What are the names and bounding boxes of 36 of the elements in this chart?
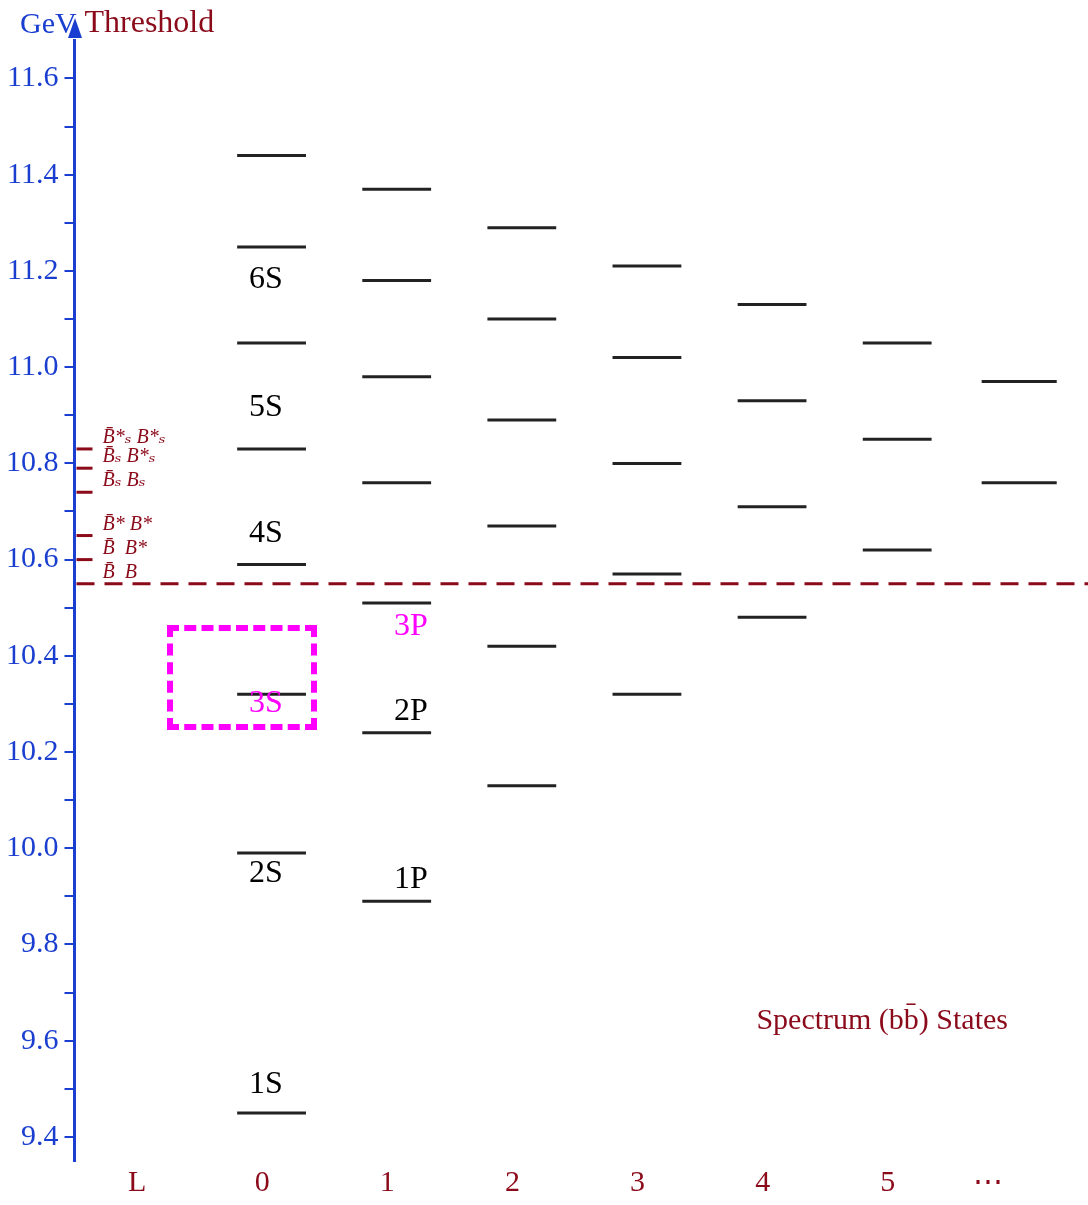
x-tick-label: 4 bbox=[755, 1163, 771, 1197]
annotation: 4S bbox=[249, 512, 283, 549]
y-tick-label: 11.2 bbox=[7, 251, 59, 285]
y-tick-label: 11.0 bbox=[7, 348, 59, 382]
x-tick-label: 0 bbox=[254, 1163, 270, 1197]
text: Threshold bbox=[84, 3, 215, 40]
x-tick-label: L bbox=[127, 1163, 147, 1197]
x-tick-label: 2 bbox=[504, 1163, 520, 1197]
annotation: 3P bbox=[394, 605, 428, 642]
y-tick-label: 9.4 bbox=[21, 1117, 59, 1151]
annotation: Spectrum (bb̄) States bbox=[756, 1001, 1008, 1036]
annotation: 6S bbox=[249, 259, 283, 296]
annotation: 2P bbox=[394, 690, 428, 727]
y-tick-label: 11.6 bbox=[7, 59, 59, 93]
x-tick-label: 5 bbox=[880, 1163, 896, 1197]
ref-line-label: B̄ B* bbox=[102, 535, 147, 558]
y-tick-label: 9.8 bbox=[21, 925, 59, 959]
x-tick-label: ⋯ bbox=[972, 1163, 1003, 1197]
x-tick-label: 1 bbox=[379, 1163, 395, 1197]
y-tick-label: 11.4 bbox=[7, 155, 59, 189]
annotation: 1P bbox=[394, 859, 428, 896]
annotation: 5S bbox=[249, 386, 283, 423]
x-tick-label: 3 bbox=[630, 1163, 646, 1197]
ref-line-label: B̄ B bbox=[102, 559, 137, 582]
y-tick-label: 10.2 bbox=[6, 732, 59, 766]
y-axis-title: GeV bbox=[20, 6, 77, 40]
y-tick-label: 10.6 bbox=[6, 540, 59, 574]
ref-line-label: B̄* B* bbox=[102, 511, 152, 534]
annotation: 1S bbox=[249, 1063, 283, 1100]
y-tick-label: 10.8 bbox=[6, 444, 59, 478]
ref-line-label: B̄ₛ B*ₛ bbox=[102, 444, 156, 467]
y-tick-label: 10.0 bbox=[6, 829, 59, 863]
y-tick-label: 10.4 bbox=[6, 636, 59, 670]
y-tick-label: 9.6 bbox=[21, 1021, 59, 1055]
ref-line-label: B̄ₛ Bₛ bbox=[102, 468, 146, 491]
annotation: 2S bbox=[249, 852, 283, 889]
